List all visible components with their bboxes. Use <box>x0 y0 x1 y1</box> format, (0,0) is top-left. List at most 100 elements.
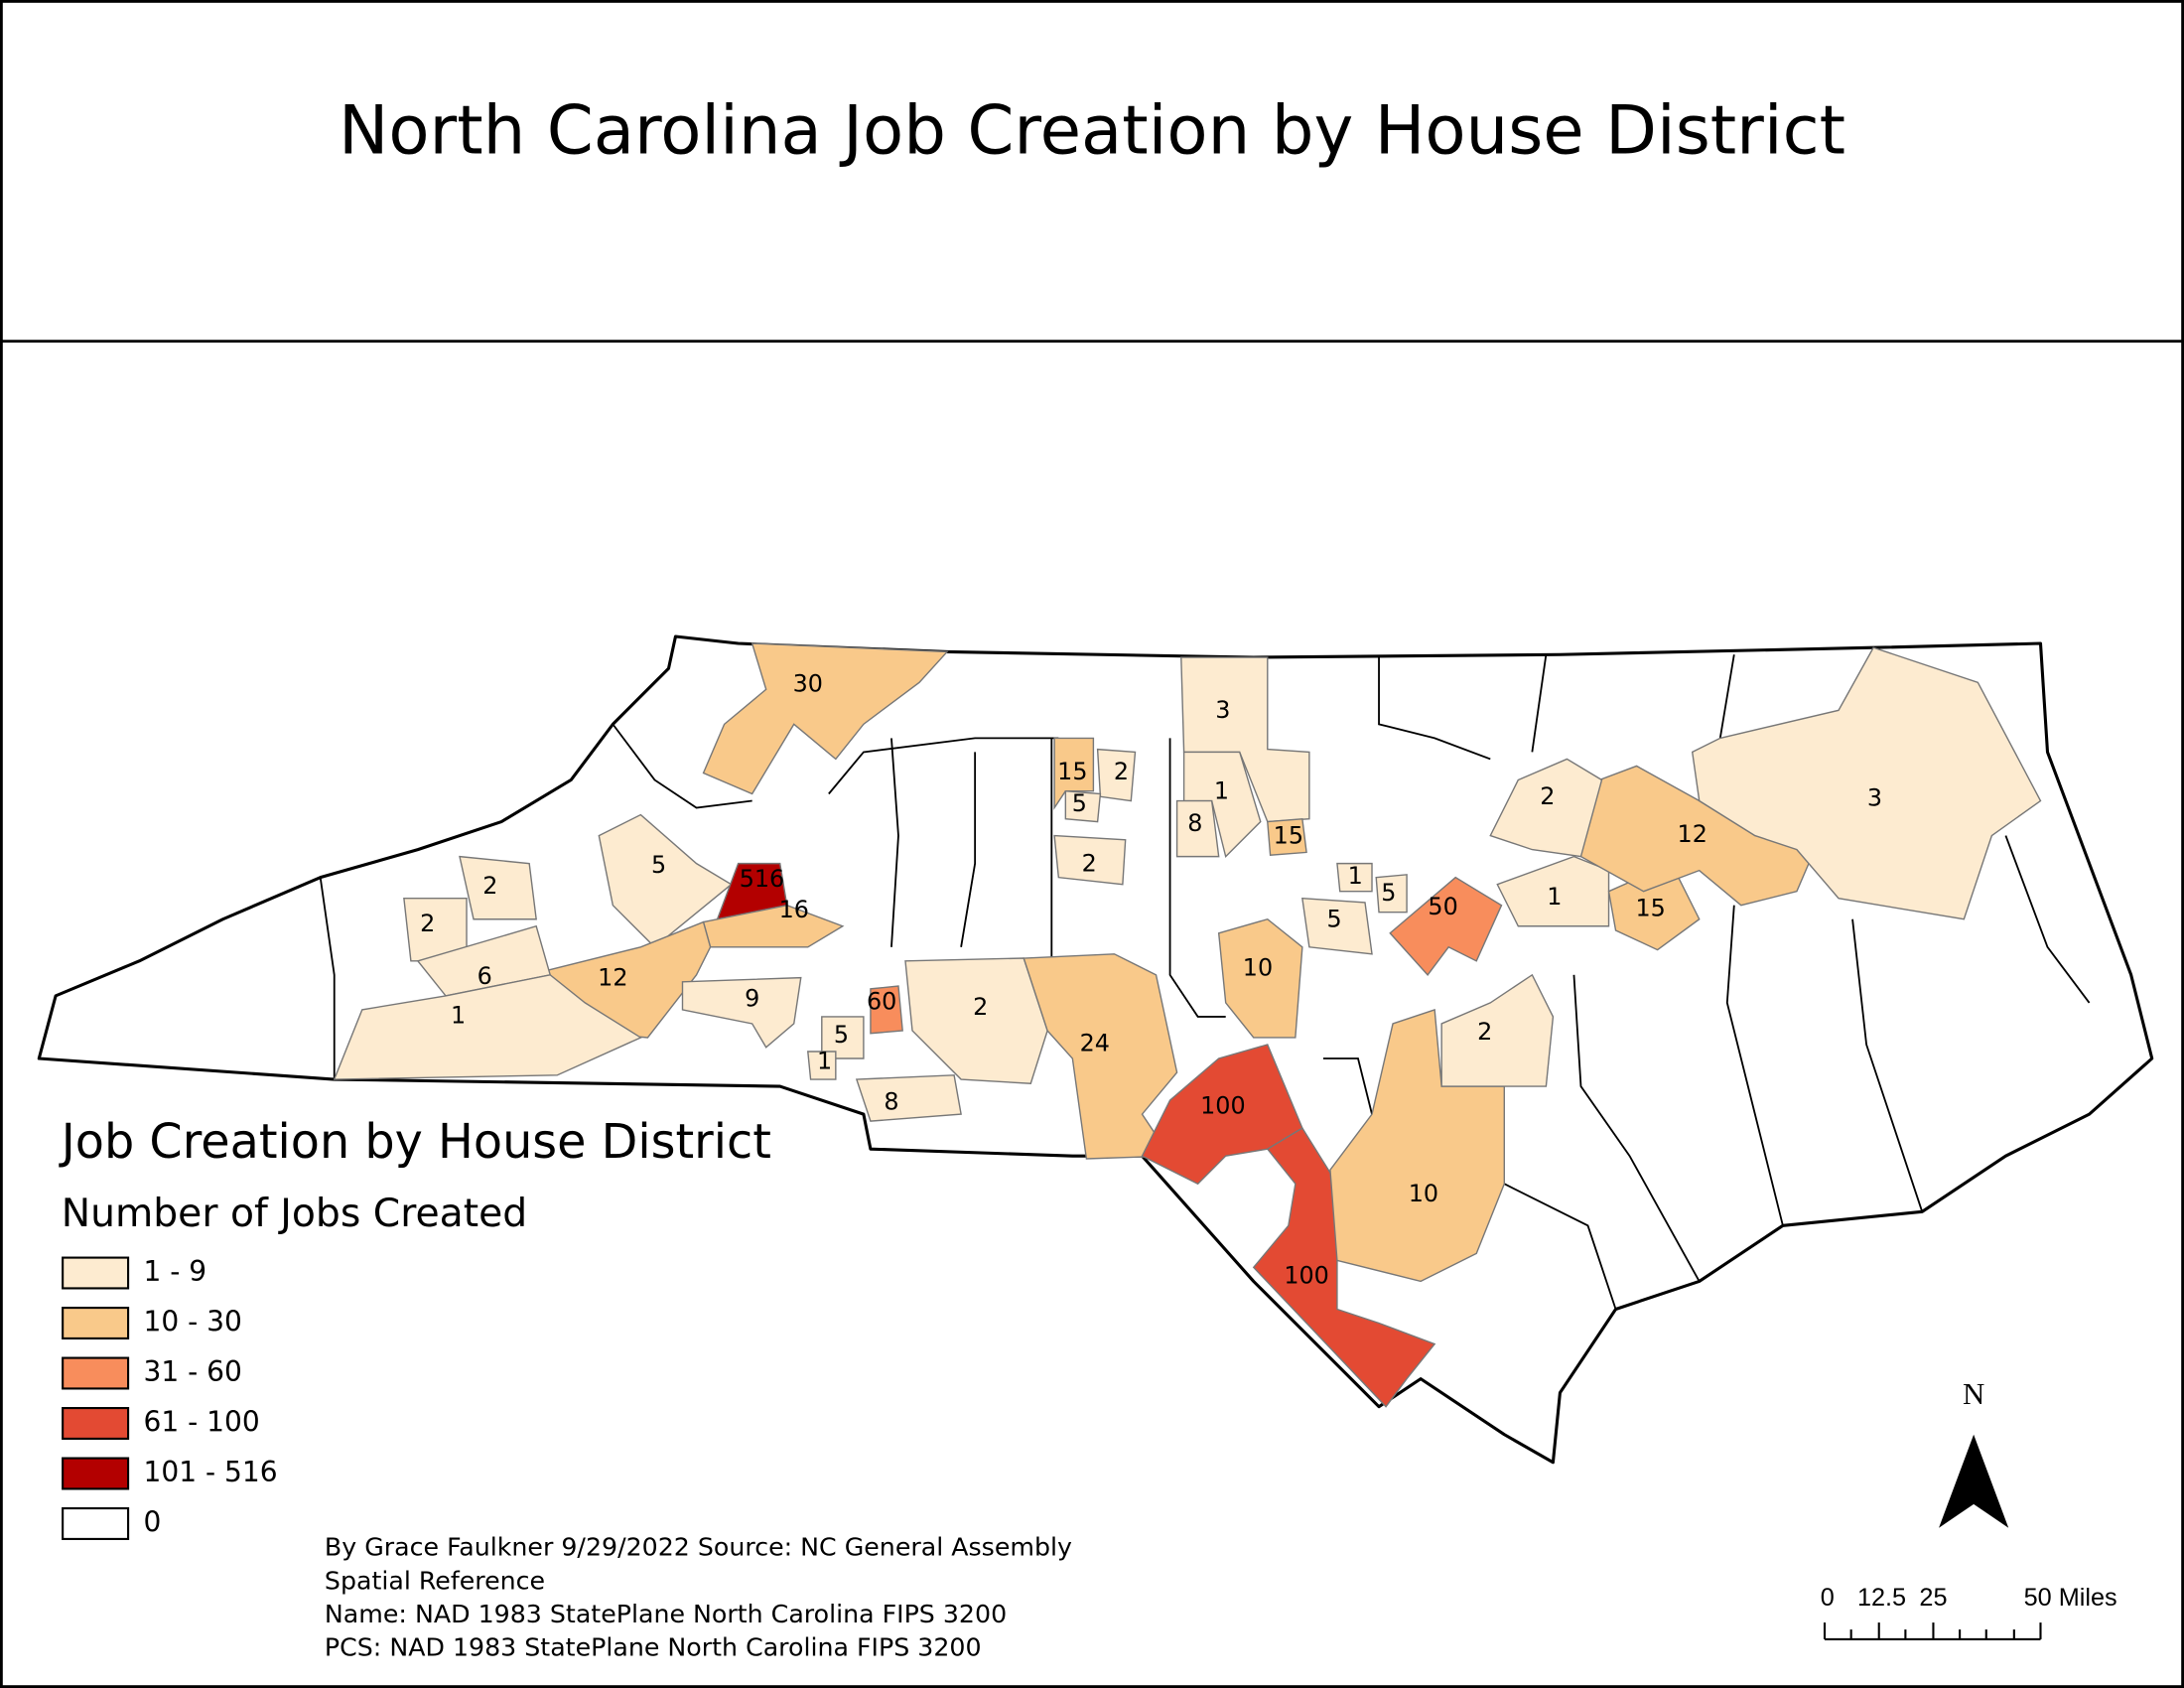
district-label: 5 <box>1327 906 1342 933</box>
district <box>821 1016 865 1059</box>
scale-label: 0 <box>1821 1584 1835 1612</box>
district-label: 2 <box>482 872 497 900</box>
district-label: 24 <box>1080 1029 1110 1056</box>
district-label: 2 <box>973 993 988 1021</box>
legend-label: 10 - 30 <box>144 1306 242 1338</box>
legend-title: Job Creation by House District <box>59 1115 771 1170</box>
district <box>1389 876 1503 976</box>
district <box>459 855 537 920</box>
credits: By Grace Faulkner 9/29/2022 Source: NC G… <box>325 1533 1072 1662</box>
legend-label: 1 - 9 <box>144 1255 207 1288</box>
district-label: 2 <box>420 910 435 937</box>
legend-label: 61 - 100 <box>144 1406 260 1439</box>
district-label: 3 <box>1215 696 1230 724</box>
legend-label: 31 - 60 <box>144 1355 242 1388</box>
legend: Job Creation by House District Number of… <box>59 1115 771 1540</box>
district-label: 1 <box>1547 883 1562 911</box>
district-label: 2 <box>1540 782 1555 810</box>
district <box>870 985 903 1035</box>
boundary <box>960 752 977 947</box>
district <box>1579 765 1820 907</box>
legend-swatch <box>62 1507 130 1540</box>
boundary <box>612 723 752 809</box>
boundary <box>319 877 336 1080</box>
district <box>702 642 949 795</box>
boundary <box>1851 918 1924 1212</box>
legend-label: 0 <box>144 1505 162 1538</box>
district-label: 3 <box>1867 784 1882 812</box>
district <box>1489 758 1603 858</box>
district <box>1329 1008 1506 1283</box>
scale-bar: 0 12.5 25 50 Miles <box>1821 1584 2117 1640</box>
district-label: 100 <box>1200 1092 1245 1120</box>
district-label: 5 <box>1072 789 1087 817</box>
legend-swatch <box>62 1307 130 1339</box>
boundary <box>1531 654 1548 753</box>
district <box>1375 874 1408 914</box>
district-label: 60 <box>867 987 896 1015</box>
district <box>1217 917 1303 1039</box>
district-label: 2 <box>1477 1018 1492 1046</box>
boundary <box>1718 654 1735 739</box>
boundary <box>1725 905 1784 1226</box>
district-label: 2 <box>1114 758 1129 785</box>
boundary <box>1503 1183 1617 1310</box>
legend-swatch <box>62 1356 130 1390</box>
boundary <box>2004 835 2091 1004</box>
district <box>1496 855 1610 927</box>
map-title: North Carolina Job Creation by House Dis… <box>339 92 1845 170</box>
district <box>1691 646 2042 920</box>
district <box>681 976 802 1049</box>
district-label: 1 <box>1214 777 1229 805</box>
district-boundaries <box>319 654 2091 1310</box>
district <box>1267 817 1307 856</box>
district <box>1064 789 1102 823</box>
district-label: 12 <box>598 964 627 992</box>
district-label: 1 <box>451 1001 466 1029</box>
boundary <box>890 738 899 947</box>
district-label: 9 <box>745 985 759 1013</box>
district <box>1301 897 1373 955</box>
district <box>807 1051 837 1080</box>
district <box>1440 973 1555 1087</box>
district <box>1096 748 1137 802</box>
district <box>1175 799 1220 858</box>
boundary <box>1378 657 1491 761</box>
scale-label: 50 Miles <box>2024 1584 2117 1612</box>
district-label: 1 <box>1348 862 1363 890</box>
credit-line: By Grace Faulkner 9/29/2022 Source: NC G… <box>325 1533 1072 1562</box>
boundary <box>1168 738 1226 1018</box>
district-label: 516 <box>740 865 784 893</box>
district <box>1053 834 1127 886</box>
legend-swatch <box>62 1407 130 1440</box>
district-label: 15 <box>1057 758 1087 785</box>
district-label: 1 <box>817 1048 832 1075</box>
district-label: 15 <box>1274 821 1303 849</box>
legend-subtitle: Number of Jobs Created <box>62 1192 527 1236</box>
district-label: 6 <box>478 962 492 990</box>
district-label: 2 <box>1082 850 1097 878</box>
legend-swatch <box>62 1457 130 1490</box>
boundary <box>828 737 1059 795</box>
district-label: 10 <box>1409 1180 1438 1207</box>
credit-line: PCS: NAD 1983 StatePlane North Carolina … <box>325 1633 982 1662</box>
district <box>1053 737 1095 810</box>
district-label: 50 <box>1428 893 1457 920</box>
district-label: 5 <box>834 1021 849 1049</box>
district-label: 12 <box>1678 820 1707 848</box>
district-label: 100 <box>1284 1262 1328 1290</box>
district-label: 16 <box>779 896 809 923</box>
scale-bar-ticks <box>1823 1622 2042 1640</box>
district <box>1336 862 1373 893</box>
north-arrow: N <box>1939 1377 2009 1528</box>
districts <box>333 642 2042 1408</box>
north-arrow-shape <box>1939 1434 2009 1528</box>
district-label: 10 <box>1243 954 1273 982</box>
district-label: 8 <box>1187 809 1202 837</box>
district-label: 8 <box>884 1087 898 1115</box>
district <box>333 974 642 1080</box>
district-label: 15 <box>1635 894 1665 921</box>
